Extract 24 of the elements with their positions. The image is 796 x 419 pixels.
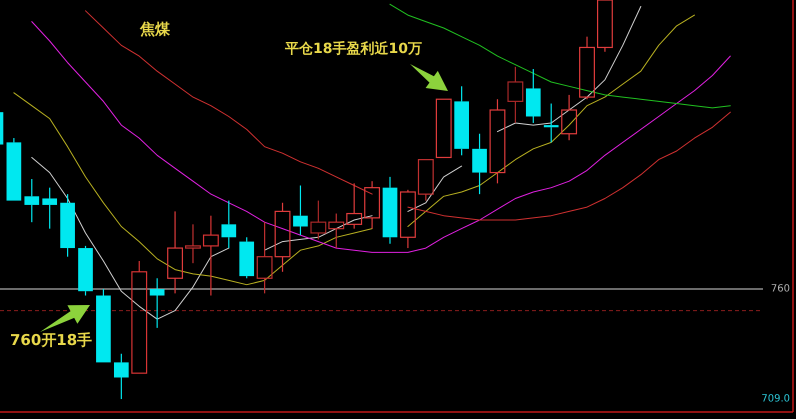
candlestick bbox=[544, 102, 559, 143]
line-series bbox=[31, 21, 731, 253]
candlestick bbox=[346, 182, 362, 230]
y-tick-label: 760 bbox=[770, 284, 790, 295]
candlestick bbox=[490, 98, 506, 184]
candlestick bbox=[507, 66, 524, 124]
candlestick bbox=[526, 68, 541, 124]
candlestick bbox=[114, 353, 129, 400]
annotation: 平仓18手盈利近10万 bbox=[284, 40, 422, 57]
candlestick bbox=[256, 222, 273, 294]
candlestick bbox=[221, 200, 236, 249]
line-series bbox=[390, 4, 731, 108]
candlestick bbox=[150, 278, 164, 328]
text: 焦煤 bbox=[139, 20, 171, 38]
candlestick bbox=[202, 215, 219, 296]
candlestick bbox=[472, 133, 487, 195]
y-tick-label: 709.0 bbox=[761, 394, 790, 405]
candlestick bbox=[185, 224, 201, 264]
candlestick bbox=[239, 236, 254, 279]
annotation: 760开18手 bbox=[10, 331, 92, 349]
candlestick bbox=[42, 187, 58, 230]
candlestick bbox=[24, 178, 40, 223]
candlestick bbox=[167, 210, 184, 294]
candlestick bbox=[328, 212, 344, 249]
